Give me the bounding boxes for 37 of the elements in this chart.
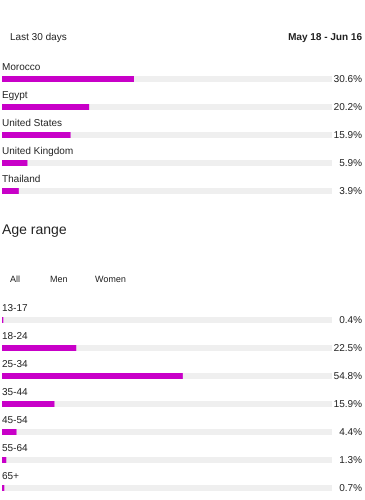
data-label: 0.7% — [339, 483, 362, 494]
category-label: 25-34 — [2, 359, 28, 370]
category-label: Morocco — [2, 62, 40, 73]
data-label: 54.8% — [334, 371, 362, 382]
category-label: 13-17 — [2, 303, 28, 314]
category-label: Egypt — [2, 90, 28, 101]
category-label: 55-64 — [2, 443, 28, 454]
category-label: 18-24 — [2, 331, 28, 342]
text: Men — [50, 274, 68, 284]
bar — [2, 457, 6, 463]
bar — [2, 345, 76, 351]
category-label: United Kingdom — [2, 146, 74, 157]
data-label: 30.6% — [334, 74, 362, 85]
category-label: Thailand — [2, 174, 40, 185]
category-label: 35-44 — [2, 387, 28, 398]
data-label: 20.2% — [334, 102, 362, 113]
chart-title: Age range — [2, 221, 67, 237]
data-label: 1.3% — [339, 455, 362, 466]
bar — [2, 429, 17, 435]
text: Women — [95, 274, 126, 284]
data-label: 22.5% — [334, 343, 362, 354]
category-label: United States — [2, 118, 62, 129]
bar — [2, 401, 54, 407]
data-label: 0.4% — [339, 315, 362, 326]
data-label: 15.9% — [334, 130, 362, 141]
text: Last 30 days — [10, 32, 67, 43]
data-label: 3.9% — [339, 186, 362, 197]
bar — [2, 160, 28, 166]
text: May 18 - Jun 16 — [288, 32, 362, 43]
bar — [2, 132, 71, 138]
bar — [2, 188, 19, 194]
data-label: 5.9% — [339, 158, 362, 169]
text: All — [10, 274, 20, 284]
category-label: 65+ — [2, 471, 19, 482]
category-label: 45-54 — [2, 415, 28, 426]
data-label: 15.9% — [334, 399, 362, 410]
data-label: 4.4% — [339, 427, 362, 438]
